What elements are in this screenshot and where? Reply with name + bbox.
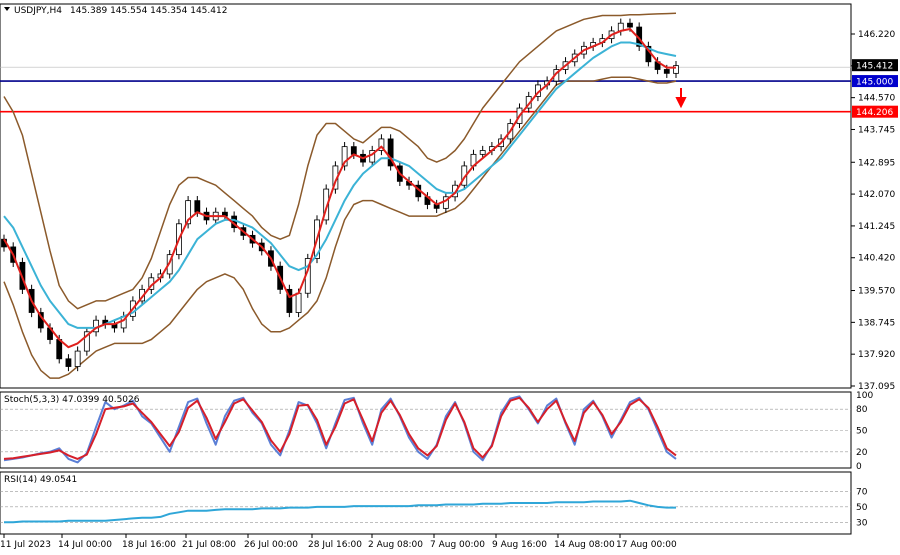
candle-body [479,150,486,155]
candle-body [74,350,81,367]
stoch-levels: 100 80 50 20 0 [0,391,873,472]
moving-averages [3,28,677,349]
candle-body [295,292,302,313]
price-tag-label: 145.412 [856,62,893,72]
candle-body [673,65,679,74]
time-tick-label: 14 Jul 00:00 [58,540,112,550]
slow-ma-line [3,41,677,329]
candle-body [387,138,394,167]
stoch-lines [3,395,677,464]
rsi-line [4,499,676,524]
candle-body [286,288,293,313]
rsi-panel-frame [0,471,852,535]
rsi-label: RSI(14) 49.0541 [4,475,77,485]
candle-body [627,22,633,28]
price-tag-label: 144.206 [856,108,893,118]
price-tick-label: 141.245 [858,222,895,232]
price-tags: 145.412 145.000 144.206 [852,59,898,118]
stoch-level-label: 100 [856,391,873,401]
dropdown-triangle-icon[interactable] [4,7,10,11]
price-tick-label: 138.745 [858,318,895,328]
price-tag-box [852,75,898,88]
time-tick-label: 2 Aug 08:00 [368,540,423,550]
price-tick-label: 140.420 [858,254,895,264]
candle-body [341,146,348,167]
candle-body [350,146,357,155]
price-tag-box [852,105,898,118]
stoch-label: Stoch(5,3,3) 47.0399 40.5026 [4,395,140,405]
time-tick-label: 9 Aug 16:00 [492,540,547,550]
candle-body [65,358,72,367]
rsi-levels: 70 50 30 [0,487,868,528]
price-tag-label: 145.000 [856,78,893,88]
time-tick-label: 14 Aug 08:00 [554,540,615,550]
ohlc-values: 145.389 145.554 145.354 145.412 [70,6,227,16]
price-tick-label: 137.095 [858,382,895,392]
down-arrow-icon [675,88,687,109]
time-tick-label: 11 Jul 2023 [0,540,51,550]
candle-body [378,138,385,151]
rsi-value-line [4,499,676,524]
time-tick-label: 21 Jul 08:00 [182,540,236,550]
time-tick-label: 26 Jul 00:00 [244,540,298,550]
candle-body [83,331,90,352]
candle-body [323,188,330,221]
time-tick-label: 18 Jul 16:00 [122,540,176,550]
candle-body [185,200,192,225]
upper-band-line [3,12,677,310]
price-tick-label: 142.895 [858,158,895,168]
fast-ma-line [3,28,676,349]
price-panel-frame [0,3,852,389]
level-lines [0,80,851,113]
time-axis: 11 Jul 2023 14 Jul 00:00 18 Jul 16:00 21 Ju… [0,534,677,550]
stoch-panel-frame [0,391,852,469]
time-tick-label: 7 Aug 00:00 [430,540,485,550]
price-tick-label: 137.920 [858,350,895,360]
price-axis: 146.220145.395144.570143.745142.895142.0… [851,30,895,392]
stoch-level-label: 80 [856,405,868,415]
time-tick-label: 28 Jul 16:00 [308,540,362,550]
price-tag-box [852,59,898,72]
stoch-level-label: 0 [856,462,862,472]
price-tick-label: 139.570 [858,287,895,297]
rsi-level-label: 30 [856,518,868,528]
candle-body [663,69,670,74]
stoch-signal-line [3,396,677,460]
time-tick-label: 17 Aug 00:00 [616,540,677,550]
price-tick-label: 144.570 [858,94,895,104]
rsi-panel: 70 50 30 RSI(14) 49.0541 [0,471,868,535]
stoch-level-label: 50 [856,427,868,437]
candle-body [56,339,63,360]
rsi-level-label: 50 [856,503,868,513]
stoch-panel: 100 80 50 20 0 Stoch(5,3,3) 47.0399 40.5026 [0,391,873,472]
symbol-label: USDJPY,H4 [14,6,62,16]
stoch-level-label: 20 [856,448,868,458]
price-tick-label: 146.220 [858,30,895,40]
header: USDJPY,H4 145.389 145.554 145.354 145.41… [4,6,227,16]
rsi-level-label: 70 [856,487,868,497]
price-tick-label: 143.745 [858,125,895,135]
candle-body [194,200,201,213]
price-panel: 146.220145.395144.570143.745142.895142.0… [0,3,898,392]
price-tick-label: 142.070 [858,190,895,200]
